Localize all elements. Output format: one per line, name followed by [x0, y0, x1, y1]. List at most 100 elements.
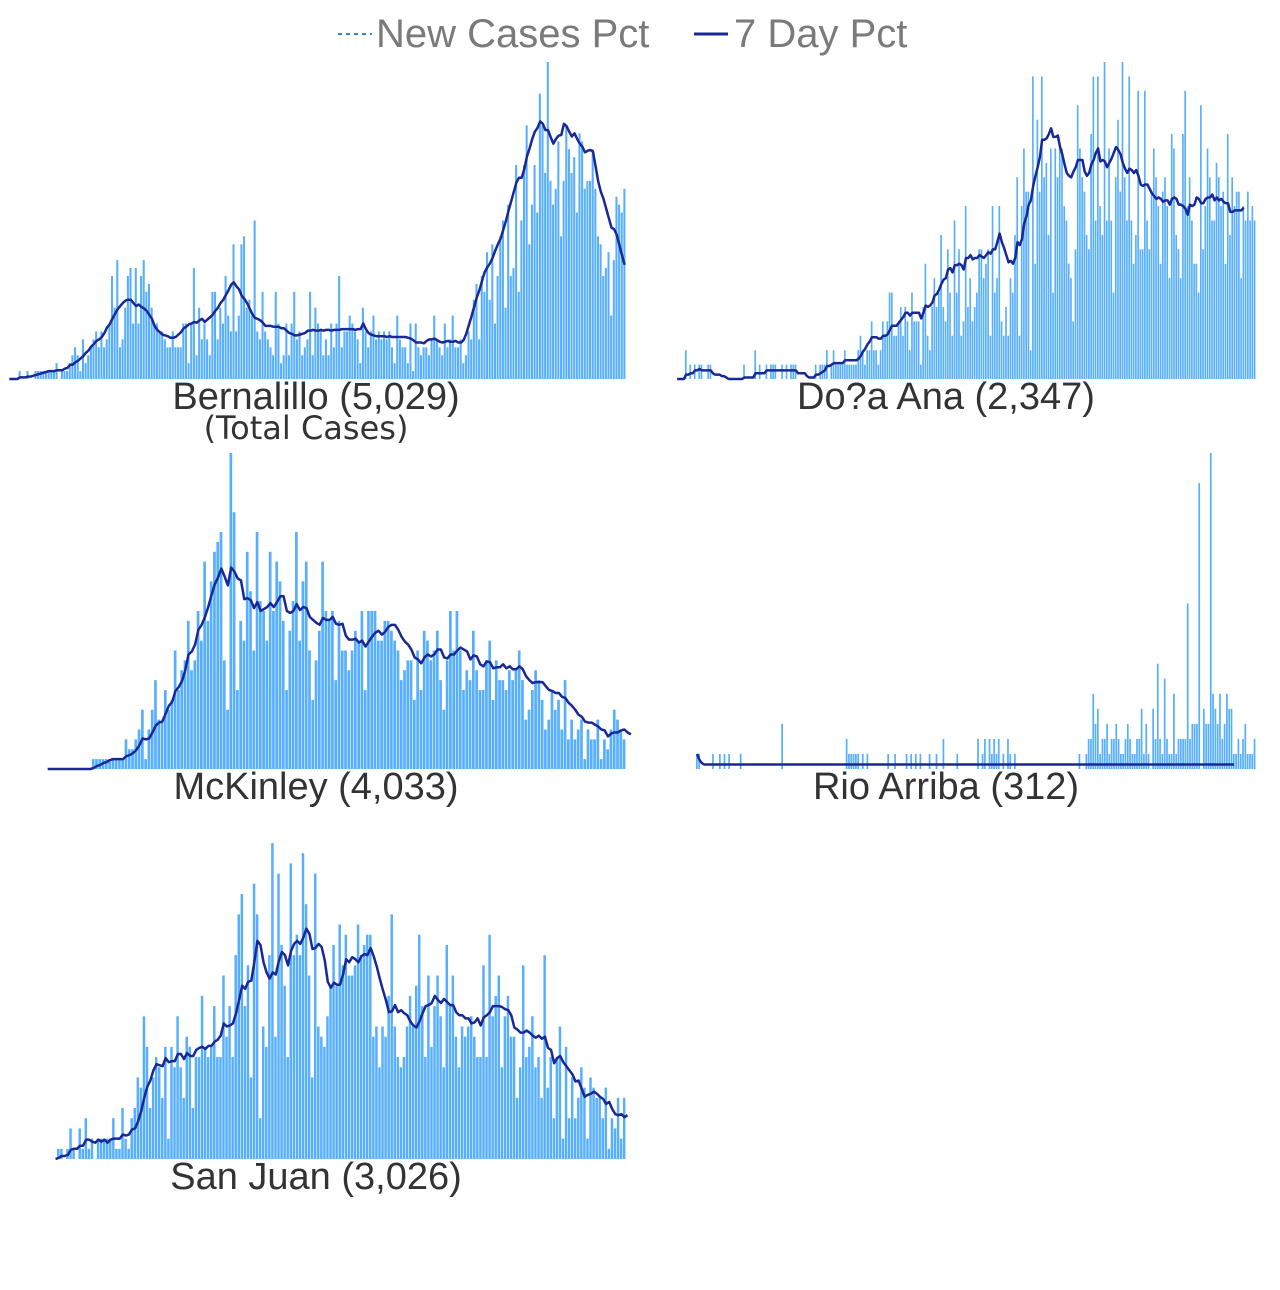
bar-mckinley [127, 749, 131, 769]
bar-dona-ana [973, 306, 976, 379]
bar-mckinley [508, 670, 511, 769]
bar-mckinley [91, 759, 95, 770]
title-dona-ana: Do?a Ana (2,347) [797, 376, 1095, 418]
bar-mckinley [393, 640, 397, 770]
bar-bernalillo [301, 355, 304, 379]
bar-dona-ana [1222, 191, 1225, 379]
bar-bernalillo [66, 371, 69, 379]
bar-bernalillo [552, 204, 555, 379]
bar-rio-arriba [1175, 753, 1178, 769]
bar-san-juan [534, 1067, 537, 1159]
bar-bernalillo [216, 339, 219, 380]
bar-dona-ana [1079, 148, 1081, 379]
bar-dona-ana [1249, 220, 1251, 379]
bar-dona-ana [814, 364, 817, 379]
bar-dona-ana [1065, 220, 1068, 379]
bar-bernalillo [364, 331, 367, 379]
bar-san-juan [161, 1097, 164, 1159]
bar-san-juan [99, 1138, 103, 1159]
bar-mckinley [272, 611, 275, 769]
bar-san-juan [366, 934, 369, 1159]
bar-dona-ana [707, 364, 709, 379]
bar-san-juan [335, 985, 338, 1159]
bar-bernalillo [137, 323, 140, 379]
bar-rio-arriba [1221, 738, 1224, 769]
bar-bernalillo [203, 323, 206, 379]
bar-rio-arriba [905, 753, 908, 769]
bar-rio-arriba [1168, 753, 1171, 769]
bar-bernalillo [18, 371, 21, 379]
bar-rio-arriba [990, 753, 993, 769]
bar-dona-ana [1226, 134, 1229, 379]
bar-bernalillo [224, 275, 227, 380]
bar-mckinley [232, 512, 236, 769]
bar-dona-ana [857, 350, 860, 379]
bar-san-juan [418, 934, 421, 1159]
bar-rio-arriba [887, 753, 889, 769]
bar-dona-ana [1014, 234, 1016, 379]
bar-rio-arriba [988, 738, 991, 769]
bar-san-juan [280, 944, 283, 1159]
bar-dona-ana [1152, 148, 1155, 379]
panel-mckinley [47, 453, 632, 771]
bar-dona-ana [946, 249, 949, 379]
bar-bernalillo [253, 220, 256, 379]
bar-dona-ana [982, 278, 985, 379]
bar-dona-ana [1058, 148, 1061, 379]
bar-san-juan [405, 1026, 409, 1159]
bar-san-juan [359, 955, 363, 1159]
bar-dona-ana [906, 321, 909, 379]
bar-dona-ana [895, 335, 898, 379]
bar-mckinley [213, 551, 216, 769]
bar-dona-ana [855, 364, 857, 379]
bar-rio-arriba [1216, 723, 1219, 769]
bar-bernalillo [375, 339, 378, 380]
bar-mckinley [439, 680, 442, 770]
bar-bernalillo [599, 244, 602, 379]
bar-mckinley [537, 680, 541, 770]
bar-mckinley [317, 630, 321, 769]
bar-san-juan [424, 1057, 427, 1159]
bar-bernalillo [174, 347, 177, 379]
bar-dona-ana [935, 306, 938, 379]
bar-bernalillo [319, 331, 322, 379]
bar-mckinley [373, 611, 377, 769]
bar-san-juan [451, 975, 455, 1159]
bar-rio-arriba [857, 753, 860, 769]
bar-rio-arriba [1186, 603, 1189, 769]
bar-rio-arriba [848, 753, 850, 769]
bar-san-juan [396, 1057, 400, 1159]
bar-san-juan [307, 975, 311, 1159]
bar-dona-ana [899, 306, 902, 379]
bar-dona-ana [1206, 148, 1209, 379]
title-bernalillo: Bernalillo (5,029) [172, 376, 459, 418]
bar-san-juan [295, 934, 299, 1159]
bar-dona-ana [1076, 105, 1079, 379]
bar-dona-ana [969, 278, 971, 379]
bar-bernalillo [221, 323, 224, 379]
bar-dona-ana [1235, 191, 1238, 379]
bar-san-juan [332, 944, 335, 1159]
bar-san-juan [298, 955, 302, 1159]
bar-rio-arriba [914, 753, 917, 769]
bar-bernalillo [126, 275, 129, 380]
bar-mckinley [222, 660, 226, 770]
bar-rio-arriba [1131, 753, 1134, 769]
legend: New Cases Pct 7 Day Pct [338, 12, 907, 56]
bar-san-juan [304, 904, 308, 1159]
bar-rio-arriba [866, 753, 869, 769]
bar-dona-ana [1052, 292, 1054, 379]
bar-mckinley [337, 620, 341, 770]
bar-dona-ana [953, 220, 956, 379]
bar-mckinley [544, 729, 547, 769]
bar-bernalillo [554, 188, 557, 379]
bar-bernalillo [60, 371, 63, 379]
bar-dona-ana [924, 263, 927, 379]
bar-bernalillo [591, 149, 594, 379]
bar-dona-ana [1018, 335, 1021, 379]
bar-mckinley [567, 739, 570, 770]
bar-san-juan [200, 995, 204, 1159]
bar-mckinley [589, 739, 593, 770]
bar-dona-ana [960, 335, 963, 379]
rolling-line-san-juan [55, 927, 629, 1161]
